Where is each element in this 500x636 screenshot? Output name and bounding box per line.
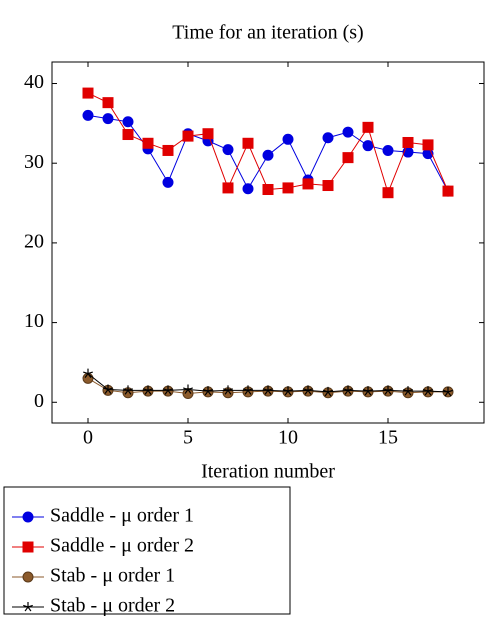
x-axis-label: Iteration number [201, 461, 335, 483]
marker [442, 185, 454, 197]
marker [142, 137, 154, 149]
marker [82, 372, 94, 384]
marker [302, 178, 314, 190]
marker [263, 385, 273, 395]
marker [242, 183, 254, 195]
x-tick-label: 0 [83, 427, 93, 449]
marker [162, 144, 174, 156]
marker [283, 386, 293, 396]
marker [222, 182, 234, 194]
marker [222, 144, 234, 156]
marker [202, 128, 214, 140]
y-tick-label: 20 [24, 230, 44, 252]
series-line [87, 92, 449, 195]
marker [203, 386, 213, 396]
legend-label: Saddle - μ order 1 [50, 505, 194, 527]
chart-title: Time for an iteration (s) [172, 22, 363, 44]
marker [363, 386, 373, 396]
y-tick-label: 10 [24, 310, 44, 332]
marker [323, 386, 333, 397]
marker [322, 132, 334, 144]
marker [342, 126, 354, 138]
marker [343, 385, 353, 395]
y-tick-label: 40 [24, 71, 44, 93]
legend-label: Saddle - μ order 2 [50, 535, 194, 557]
marker [123, 385, 133, 395]
marker [402, 136, 414, 148]
marker [423, 386, 433, 396]
marker [223, 385, 233, 395]
marker [362, 121, 374, 133]
y-tick-label: 0 [34, 390, 44, 412]
marker [122, 116, 134, 128]
marker [82, 87, 94, 99]
legend-label: Stab - μ order 2 [50, 595, 175, 617]
marker [102, 113, 114, 125]
marker [382, 144, 394, 156]
marker [322, 180, 334, 192]
x-tick-label: 15 [378, 427, 398, 449]
marker [262, 184, 274, 196]
marker [342, 152, 354, 164]
marker [303, 385, 313, 395]
x-tick-label: 5 [183, 427, 193, 449]
marker [102, 97, 114, 109]
marker [422, 139, 434, 151]
marker [103, 384, 113, 394]
legend-box [3, 486, 291, 615]
marker [262, 149, 274, 161]
y-tick-label: 30 [24, 151, 44, 173]
marker [382, 187, 394, 199]
marker [242, 137, 254, 149]
marker [282, 133, 294, 145]
marker [182, 130, 194, 142]
legend-marker [23, 602, 33, 612]
legend-marker [22, 571, 34, 583]
x-tick-label: 10 [278, 427, 298, 449]
marker [282, 182, 294, 194]
marker [122, 129, 134, 141]
marker [162, 176, 174, 188]
marker [443, 386, 453, 397]
legend-label: Stab - μ order 1 [50, 565, 175, 587]
marker [362, 140, 374, 152]
legend-marker [22, 511, 34, 523]
marker [403, 386, 413, 396]
marker [143, 385, 153, 395]
marker [163, 385, 173, 395]
marker [383, 385, 393, 395]
legend-marker [22, 541, 34, 553]
marker [183, 384, 193, 394]
marker [83, 368, 93, 378]
marker [82, 109, 94, 121]
marker [243, 385, 253, 395]
